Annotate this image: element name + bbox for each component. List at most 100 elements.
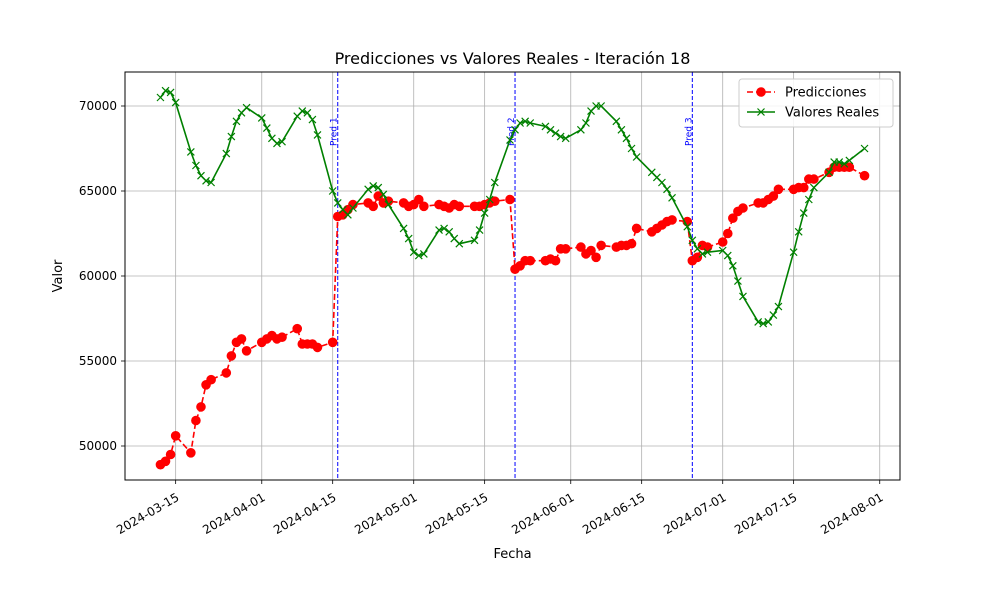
data-point — [277, 332, 287, 343]
data-point — [191, 415, 201, 426]
data-point — [799, 209, 808, 218]
data-point — [722, 228, 733, 239]
data-point — [825, 168, 834, 177]
data-point — [728, 261, 737, 270]
data-point — [221, 368, 232, 378]
data-point — [759, 319, 768, 328]
data-point — [414, 251, 423, 260]
data-point — [485, 195, 494, 204]
data-point — [298, 107, 307, 116]
legend-marker — [757, 108, 765, 116]
data-point — [328, 187, 337, 195]
data-point — [728, 213, 738, 223]
data-point — [794, 227, 803, 236]
data-point — [511, 125, 519, 134]
data-point — [262, 124, 271, 133]
data-point — [733, 277, 742, 286]
data-point — [170, 431, 181, 441]
legend-box — [738, 78, 894, 128]
data-point — [419, 249, 428, 258]
data-point — [617, 125, 626, 134]
y-axis-ticks: 50000 55000 60000 65000 70000 — [79, 99, 125, 453]
data-point — [273, 139, 281, 148]
prediction-marker-label: Pred 2 — [507, 117, 517, 146]
y-tick-label: 50000 — [79, 439, 117, 453]
data-point — [186, 147, 195, 156]
data-point — [343, 210, 352, 219]
data-point — [668, 193, 676, 202]
data-point — [419, 201, 429, 212]
y-tick-label: 55000 — [79, 354, 117, 368]
data-point — [521, 117, 530, 126]
data-point — [688, 236, 697, 245]
data-point — [860, 144, 869, 153]
data-point — [774, 302, 783, 311]
data-point — [292, 323, 303, 334]
data-point — [596, 240, 606, 251]
data-point — [379, 190, 388, 199]
legend: Predicciones Valores Reales — [738, 78, 894, 128]
data-point — [308, 115, 317, 124]
data-point — [455, 239, 464, 248]
data-point — [525, 255, 536, 266]
data-point — [241, 346, 252, 356]
data-point — [368, 201, 379, 212]
grid — [125, 72, 900, 480]
data-point — [844, 162, 855, 172]
data-point — [475, 226, 484, 235]
data-point — [546, 125, 555, 134]
data-point — [160, 456, 171, 467]
data-point — [312, 342, 323, 353]
y-tick-label: 65000 — [79, 184, 117, 198]
data-point — [658, 178, 666, 187]
data-point — [591, 252, 601, 263]
data-point — [191, 161, 200, 170]
prediction-marker-label: Pred 1 — [330, 117, 340, 146]
data-point — [404, 234, 413, 243]
y-tick-label: 70000 — [79, 99, 117, 113]
data-point — [470, 236, 479, 245]
data-point — [809, 174, 819, 184]
data-point — [165, 449, 176, 460]
data-point — [409, 248, 418, 257]
data-point — [627, 144, 636, 153]
data-point — [171, 98, 180, 107]
data-point — [754, 317, 763, 326]
legend-label: Valores Reales — [785, 106, 879, 121]
data-point — [739, 292, 747, 301]
data-point — [698, 249, 707, 258]
data-point — [413, 194, 424, 205]
data-point — [526, 119, 535, 127]
data-point — [327, 337, 338, 348]
data-point — [303, 108, 312, 117]
data-point — [489, 196, 500, 206]
data-point — [703, 248, 712, 257]
data-point — [809, 183, 818, 192]
data-point — [550, 255, 561, 266]
annotations: Pred 1 Pred 2 Pred 3 — [330, 72, 694, 480]
data-point — [768, 191, 779, 201]
data-point — [582, 119, 590, 127]
data-point — [738, 203, 748, 213]
data-point — [560, 244, 571, 254]
data-point — [840, 159, 849, 168]
chart-title: Predicciones vs Valores Reales - Iteraci… — [335, 49, 691, 68]
data-point — [440, 224, 449, 233]
data-point — [257, 113, 266, 122]
data-point — [561, 134, 570, 143]
data-point — [222, 149, 231, 158]
data-point — [845, 156, 854, 165]
data-point — [226, 351, 237, 361]
data-point — [789, 248, 798, 257]
x-axis-label: Fecha — [493, 547, 531, 562]
data-point — [369, 181, 378, 190]
data-point — [663, 185, 671, 194]
data-point — [612, 117, 621, 126]
y-tick-label: 60000 — [79, 269, 117, 283]
data-point — [236, 334, 247, 344]
data-point — [242, 103, 251, 112]
y-axis-label: Valor — [51, 259, 66, 292]
data-point — [586, 245, 596, 256]
data-point — [349, 204, 357, 212]
